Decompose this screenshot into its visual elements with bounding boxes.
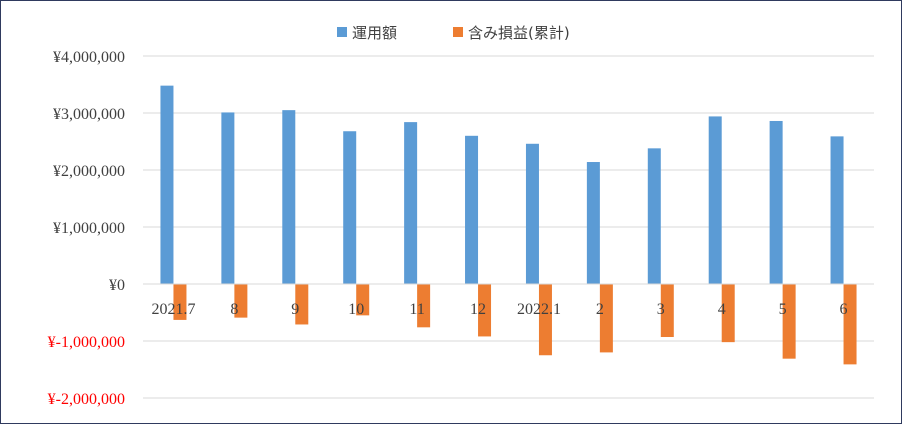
bar-layer <box>160 85 857 365</box>
legend-swatch <box>337 27 347 37</box>
grid-layer <box>143 55 874 399</box>
unrealized-pl-bar <box>234 284 248 318</box>
unrealized-pl-bar <box>843 284 857 365</box>
x-tick-label: 2022.1 <box>517 301 561 318</box>
x-tick-label: 10 <box>348 301 364 318</box>
x-tick-label: 3 <box>657 301 665 318</box>
x-tick-label: 5 <box>779 301 787 318</box>
legend: 運用額 含み損益(累計) <box>337 24 570 42</box>
unrealized-pl-bar <box>295 284 309 325</box>
investment-bar <box>221 112 235 285</box>
x-tick-label: 2 <box>596 301 604 318</box>
investment-bar <box>830 136 844 284</box>
investment-bar <box>282 110 296 285</box>
investment-bar <box>525 143 539 284</box>
investment-bar <box>769 120 783 284</box>
investment-bar <box>343 131 357 284</box>
x-tick-label: 8 <box>230 301 238 318</box>
investment-bar <box>465 135 479 284</box>
x-tick-label: 9 <box>291 301 299 318</box>
unrealized-pl-bar <box>660 284 674 338</box>
y-tick-label: ¥0 <box>109 277 125 294</box>
axis-layer: ¥4,000,000 ¥3,000,000 ¥2,000,000 ¥1,000,000… <box>48 49 874 408</box>
x-tick-label: 4 <box>718 301 726 318</box>
y-tick-label: ¥4,000,000 <box>53 49 125 66</box>
unrealized-pl-bar <box>782 284 796 359</box>
y-tick-label: ¥-2,000,000 <box>48 391 125 408</box>
unrealized-pl-bar <box>173 284 187 320</box>
unrealized-pl-bar <box>417 284 431 328</box>
legend-swatch <box>453 27 463 37</box>
investment-bar <box>586 162 600 284</box>
x-tick-label: 6 <box>840 301 848 318</box>
y-tick-label: ¥3,000,000 <box>53 106 125 123</box>
investment-bar <box>404 122 418 285</box>
unrealized-pl-bar <box>356 284 370 316</box>
unrealized-pl-bar <box>478 284 492 337</box>
x-tick-label: 11 <box>409 301 424 318</box>
legend-label: 含み損益(累計) <box>468 24 570 42</box>
y-tick-label: ¥2,000,000 <box>53 163 125 180</box>
legend-label: 運用額 <box>352 24 397 42</box>
y-tick-label: ¥1,000,000 <box>53 220 125 237</box>
investment-bar <box>160 85 174 284</box>
y-tick-label: ¥-1,000,000 <box>48 334 125 351</box>
investment-bar <box>708 116 722 284</box>
x-tick-label: 2021.7 <box>151 301 195 318</box>
unrealized-pl-bar <box>721 284 735 343</box>
investment-bar <box>647 148 661 284</box>
unrealized-pl-bar <box>538 284 552 356</box>
unrealized-pl-bar <box>599 284 613 353</box>
x-tick-label: 12 <box>470 301 486 318</box>
